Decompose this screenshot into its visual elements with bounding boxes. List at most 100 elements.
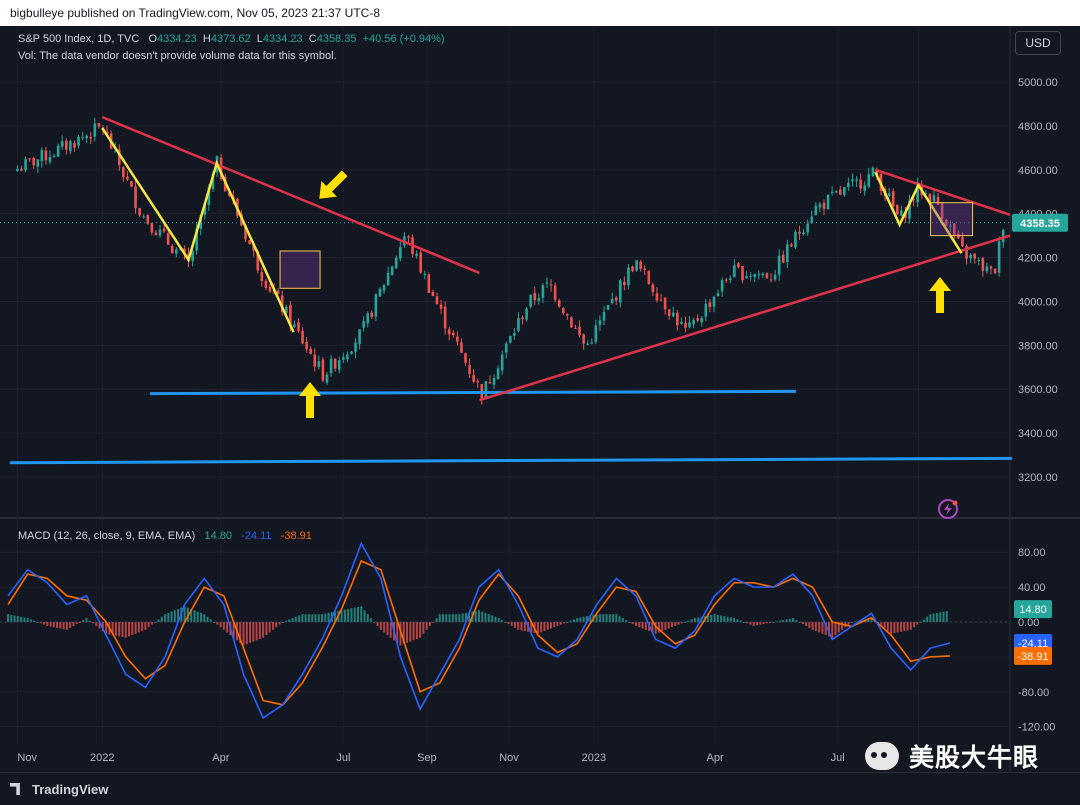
tradingview-logo[interactable]: TradingView <box>10 782 108 797</box>
candle-body <box>749 276 752 278</box>
candle-body <box>284 306 288 313</box>
candle-body <box>533 293 537 301</box>
candle-body <box>838 189 842 195</box>
candle-body <box>65 140 68 150</box>
candle-body <box>574 328 577 330</box>
price-tick-label: 3400.00 <box>1018 428 1058 440</box>
macd-histogram-bar <box>500 620 503 622</box>
candle-body <box>321 359 325 381</box>
macd-histogram-bar <box>635 622 637 626</box>
candle-body <box>305 341 308 350</box>
macd-histogram-bar <box>759 622 762 625</box>
candle-body <box>851 179 854 182</box>
macd-histogram-bar <box>167 612 170 622</box>
time-tick-label: Apr <box>707 752 724 764</box>
candle-body <box>16 168 19 172</box>
candle-body <box>806 223 809 233</box>
candle-body <box>464 353 467 363</box>
candle-body <box>504 343 508 353</box>
candle-body <box>924 193 928 195</box>
candle-body <box>52 155 56 157</box>
candle-body <box>313 354 317 367</box>
macd-histogram-bar <box>805 622 808 626</box>
macd-histogram-bar <box>523 622 526 632</box>
support-line-3265 <box>9 456 1013 465</box>
candle-body <box>431 291 435 296</box>
change-value: +40.56 (+0.94%) <box>362 33 445 45</box>
macd-histogram-bar <box>196 611 199 622</box>
macd-histogram-bar <box>782 620 785 622</box>
tv-logo-icon <box>10 783 20 795</box>
macd-histogram-bar <box>298 615 301 622</box>
time-tick-label: Sep <box>417 752 437 764</box>
macd-histogram-bar <box>582 616 585 622</box>
candle-body <box>158 229 162 236</box>
macd-histogram-bar <box>170 611 173 622</box>
macd-histogram-bar <box>808 622 811 628</box>
macd-histogram-bar <box>425 622 428 630</box>
candle-body <box>447 329 451 335</box>
candle-body <box>325 374 329 383</box>
macd-histogram-bar <box>128 622 131 637</box>
candle-body <box>692 319 695 325</box>
down-left-arrow-icon <box>319 170 348 199</box>
candle-body <box>439 304 443 309</box>
macd-histogram-bar <box>49 622 52 627</box>
macd-histogram-bar <box>589 615 592 622</box>
macd-histogram-bar <box>792 618 794 622</box>
macd-histogram-bar <box>226 622 229 633</box>
macd-histogram-bar <box>455 614 458 622</box>
candle-body <box>993 268 997 274</box>
candle-body <box>708 302 712 307</box>
macd-histogram-bar <box>98 622 101 629</box>
candle-body <box>570 317 573 328</box>
macd-histogram-bar <box>903 622 906 632</box>
macd-histogram-bar <box>831 622 834 638</box>
candle-body <box>134 186 137 209</box>
macd-histogram-bar <box>10 614 13 622</box>
macd-histogram-bar <box>834 622 837 636</box>
candle-body <box>142 216 146 218</box>
up-arrow-icon-2022 <box>299 382 321 418</box>
currency-button[interactable]: USD <box>1015 31 1061 55</box>
candle-body <box>460 342 463 353</box>
macd-histogram-bar <box>16 616 19 622</box>
price-tick-label: 3200.00 <box>1018 472 1058 484</box>
candle-body <box>688 322 691 328</box>
candle-body <box>944 219 948 226</box>
macd-histogram-bar <box>183 606 186 622</box>
candle-body <box>122 167 125 178</box>
macd-histogram-bar <box>213 622 216 623</box>
macd-histogram-bar <box>821 622 824 634</box>
macd-histogram-bar <box>157 619 160 622</box>
macd-histogram-bar <box>347 608 350 622</box>
candle-body <box>289 305 292 327</box>
candle-body <box>916 182 919 203</box>
macd-histogram-bar <box>92 622 95 624</box>
macd-histogram-bar <box>412 622 415 641</box>
macd-histogram-bar <box>661 622 664 632</box>
macd-histogram-bar <box>448 614 451 622</box>
macd-histogram-bar <box>736 619 739 622</box>
candle-body <box>733 265 736 278</box>
macd-histogram-bar <box>543 622 546 632</box>
candle-body <box>985 266 989 272</box>
candle-body <box>386 272 390 286</box>
candle-body <box>358 329 361 344</box>
candle-body <box>256 251 260 271</box>
macd-histogram-bar <box>258 622 261 640</box>
candle-body <box>680 321 683 324</box>
macd-histogram-bar <box>321 614 323 622</box>
macd-histogram-bar <box>478 610 480 622</box>
candle-body <box>655 293 659 301</box>
candle-body <box>676 312 679 326</box>
close-value: 4358.35 <box>316 33 357 45</box>
candle-body <box>798 231 801 234</box>
candle-body <box>619 280 622 303</box>
open-value: 4334.23 <box>157 33 197 45</box>
macd-histogram-bar <box>778 620 781 622</box>
macd-histogram-bar <box>334 611 337 622</box>
candle-body <box>814 205 818 216</box>
candle-body <box>859 179 862 189</box>
